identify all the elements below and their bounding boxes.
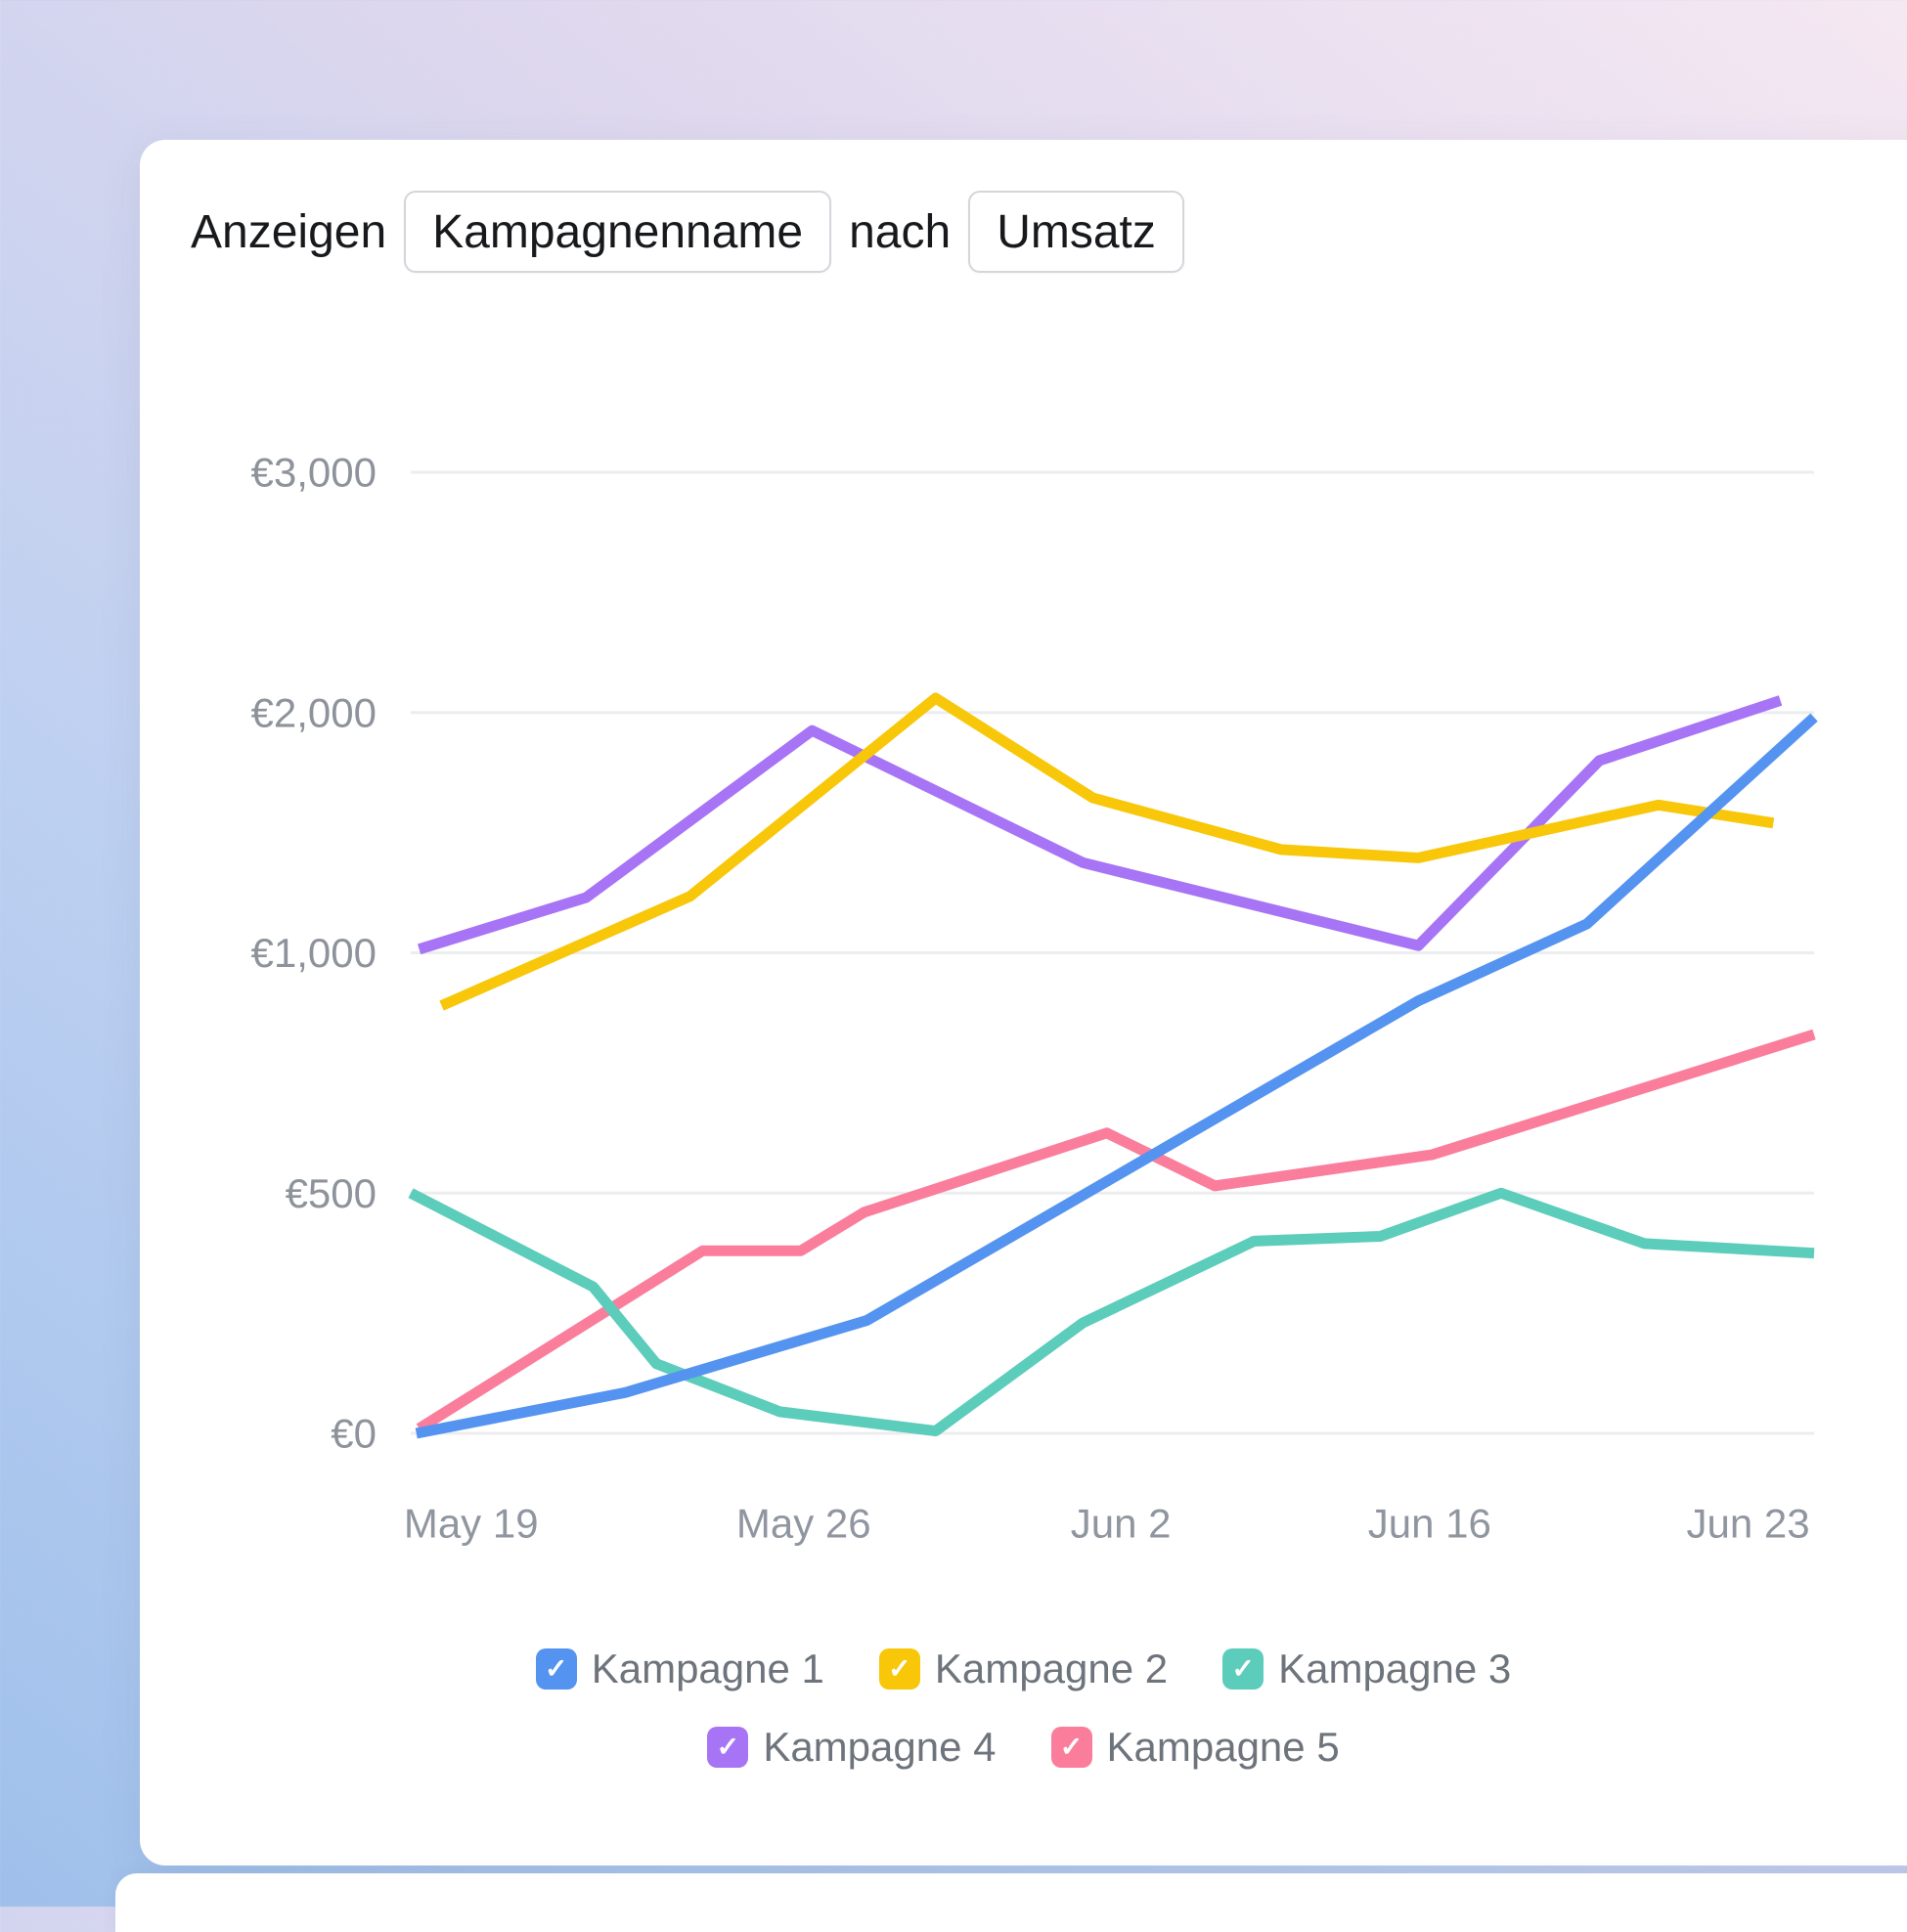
line-kampagne-4 xyxy=(417,695,1783,955)
chart-legend: ✓ Kampagne 1 ✓ Kampagne 2 ✓ Kampagne 3 ✓ Kampag… xyxy=(140,1646,1907,1771)
checkbox-checked-icon[interactable]: ✓ xyxy=(878,1648,920,1690)
legend-row: ✓ Kampagne 1 ✓ Kampagne 2 ✓ Kampagne 3 xyxy=(535,1646,1511,1692)
legend-row: ✓ Kampagne 4 ✓ Kampagne 5 xyxy=(707,1724,1340,1771)
checkbox-checked-icon[interactable]: ✓ xyxy=(1050,1727,1092,1768)
x-axis-tick-label: Jun 2 xyxy=(1071,1501,1172,1547)
measure-select-chip[interactable]: Umsatz xyxy=(968,191,1184,273)
legend-item-kampagne-1[interactable]: ✓ Kampagne 1 xyxy=(535,1646,824,1692)
legend-item-kampagne-2[interactable]: ✓ Kampagne 2 xyxy=(878,1646,1169,1692)
line-kampagne-2 xyxy=(439,692,1775,1011)
y-axis-tick-label: €0 xyxy=(331,1411,377,1457)
legend-item-kampagne-3[interactable]: ✓ Kampagne 3 xyxy=(1222,1646,1511,1692)
line-kampagne-1 xyxy=(415,713,1818,1439)
line-kampagne-3 xyxy=(408,1187,1815,1437)
title-connector-label: nach xyxy=(849,205,952,258)
partial-card-below xyxy=(115,1873,1907,1932)
chart-card: Anzeigen Kampagnenname nach Umsatz €0 €50… xyxy=(140,140,1907,1866)
dimension-select-chip[interactable]: Kampagnenname xyxy=(404,191,832,273)
y-axis-tick-label: €500 xyxy=(286,1170,377,1216)
legend-label: Kampagne 3 xyxy=(1278,1646,1512,1691)
title-prefix-label: Anzeigen xyxy=(191,205,387,258)
y-axis-tick-label: €3,000 xyxy=(251,450,377,496)
legend-item-kampagne-5[interactable]: ✓ Kampagne 5 xyxy=(1050,1724,1340,1771)
legend-label: Kampagne 1 xyxy=(591,1646,824,1691)
checkbox-checked-icon[interactable]: ✓ xyxy=(535,1648,577,1690)
legend-item-kampagne-4[interactable]: ✓ Kampagne 4 xyxy=(707,1724,997,1771)
legend-label: Kampagne 2 xyxy=(934,1646,1169,1691)
y-axis-tick-label: €1,000 xyxy=(251,930,377,976)
x-axis-tick-label: Jun 16 xyxy=(1368,1501,1491,1547)
x-axis-tick-label: May 19 xyxy=(404,1501,539,1547)
checkbox-checked-icon[interactable]: ✓ xyxy=(1222,1648,1264,1690)
x-axis-tick-label: May 26 xyxy=(736,1501,871,1547)
revenue-line-chart: €0 €500 €1,000 €2,000 €3,000 May 19 May 26 Jun … xyxy=(251,450,1818,1547)
chart-title-row: Anzeigen Kampagnenname nach Umsatz xyxy=(191,189,1184,275)
checkbox-checked-icon[interactable]: ✓ xyxy=(707,1727,749,1768)
y-axis-tick-label: €2,000 xyxy=(251,689,377,735)
legend-label: Kampagne 5 xyxy=(1106,1724,1340,1770)
legend-label: Kampagne 4 xyxy=(763,1724,997,1770)
x-axis-tick-label: Jun 23 xyxy=(1687,1501,1810,1547)
line-kampagne-5 xyxy=(416,1029,1816,1433)
